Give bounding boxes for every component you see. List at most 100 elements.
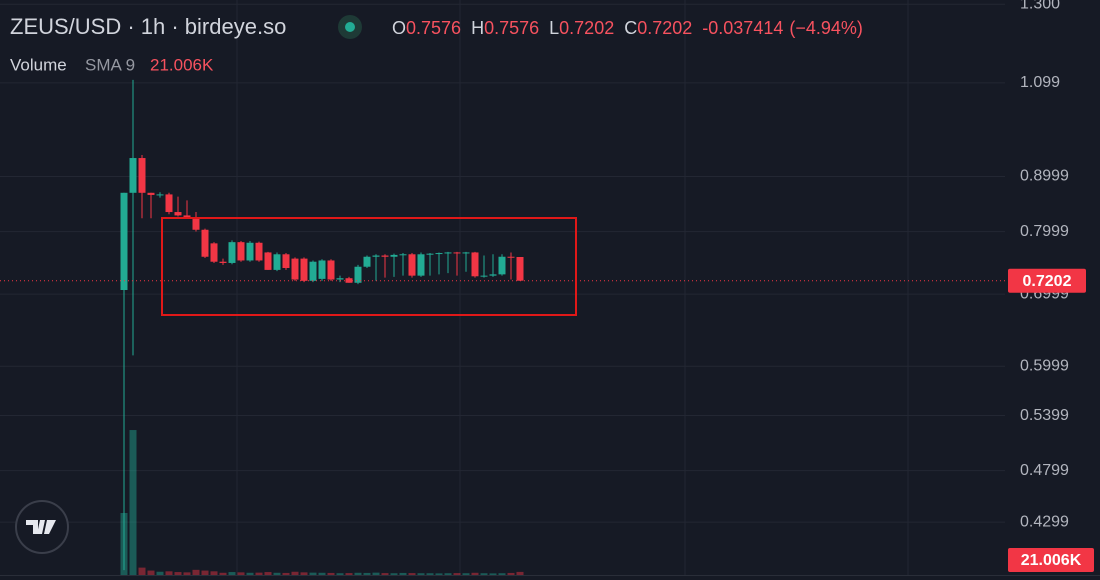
candle-body [309, 261, 317, 281]
ohlc-key: L [549, 18, 559, 38]
volume-bar [156, 571, 164, 575]
candle-body [444, 252, 452, 254]
candle-body [426, 253, 434, 255]
candle-body [435, 253, 443, 255]
candle-body [417, 254, 425, 276]
volume-bar [516, 571, 524, 575]
last-price-badge [1008, 268, 1086, 293]
volume-badge-label: 21.006K [1021, 552, 1082, 569]
candle-body [273, 254, 281, 270]
candle-body [147, 192, 155, 195]
volume-bar [165, 571, 173, 575]
volume-bar [345, 573, 353, 575]
candle-body [471, 252, 479, 277]
candle-body [516, 256, 524, 281]
volume-bar [408, 573, 416, 575]
candle-body [165, 194, 173, 213]
candle-body [174, 212, 182, 216]
volume-bar [471, 572, 479, 575]
volume-bar [237, 572, 245, 575]
volume-bar [444, 573, 452, 575]
volume-bar [417, 573, 425, 575]
candle-body [129, 158, 137, 193]
y-tick-label: 0.5399 [1020, 407, 1069, 424]
volume-bar [174, 572, 182, 575]
ohlc-key: H [471, 18, 484, 38]
volume-bar [309, 572, 317, 575]
candle-body [363, 256, 371, 267]
volume-bar [219, 572, 227, 575]
candle-body [462, 252, 470, 254]
candle-body [480, 275, 488, 277]
change-percent: (−4.94%) [789, 18, 863, 38]
y-tick-label: 0.8999 [1020, 168, 1069, 185]
volume-bar [210, 571, 218, 575]
y-tick-label: 1.300 [1020, 0, 1060, 13]
ohlc-value: 0.7202 [637, 18, 692, 38]
candle-body [183, 215, 191, 218]
volume-bar [129, 430, 137, 575]
volume-bar [381, 573, 389, 575]
candle-body [507, 256, 515, 258]
volume-bar [363, 572, 371, 575]
volume-bar [201, 570, 209, 575]
volume-bar [399, 572, 407, 575]
logo [15, 500, 69, 554]
candle-body [318, 260, 326, 279]
candle-body [489, 274, 497, 276]
candle-body [201, 229, 209, 257]
highlight-box [161, 217, 577, 316]
candle-body [210, 243, 218, 262]
ohlc-value: 0.7576 [406, 18, 461, 38]
volume-bar [255, 572, 263, 575]
volume-bar [282, 572, 290, 575]
volume-bar [462, 573, 470, 575]
candle-body [408, 254, 416, 276]
candle-body [228, 242, 236, 263]
volume-bar [336, 573, 344, 575]
volume-bar [246, 572, 254, 575]
volume-bar [480, 573, 488, 575]
y-tick-label: 0.7999 [1020, 223, 1069, 240]
candle-body [372, 255, 380, 257]
candle-body [255, 242, 263, 261]
volume-bar [426, 573, 434, 575]
candle-body [291, 258, 299, 280]
y-tick-label: 0.4299 [1020, 513, 1069, 530]
volume-bar [318, 572, 326, 575]
status-dot [345, 22, 355, 32]
header: ZEUS/USD · 1h · birdeye.so O0.7576 H0.757… [10, 14, 863, 75]
candle-body [354, 266, 362, 283]
volume-bar [147, 570, 155, 575]
candle-body [381, 255, 389, 257]
candle-body [246, 242, 254, 261]
volume-bar [489, 573, 497, 575]
volume-badge [1008, 548, 1094, 572]
volume-bar [192, 569, 200, 575]
candle-body [264, 252, 272, 270]
candle-body [336, 278, 344, 280]
volume-bar [273, 572, 281, 575]
candle-body [498, 256, 506, 275]
candle-body [156, 194, 164, 196]
ohlc-legend: O0.7576 H0.7576 L0.7202 C0.7202 -0.037414 (−4… [392, 18, 863, 38]
candle-body [453, 252, 461, 254]
volume-bar [300, 572, 308, 575]
candle-body [138, 158, 146, 193]
volume-bar [264, 572, 272, 575]
candle-body [300, 258, 308, 281]
volume-bar [327, 572, 335, 575]
volume-bar [354, 572, 362, 575]
candle-body [120, 192, 128, 291]
y-tick-label: 0.5999 [1020, 357, 1069, 374]
ohlc-key: O [392, 18, 406, 38]
ohlc-value: 0.7576 [484, 18, 539, 38]
y-tick-label: 1.099 [1020, 74, 1060, 91]
y-tick-label: 0.4799 [1020, 462, 1069, 479]
volume-bar [498, 573, 506, 575]
candle-body [399, 254, 407, 256]
candle-body [327, 260, 335, 280]
candle-body [192, 217, 200, 230]
